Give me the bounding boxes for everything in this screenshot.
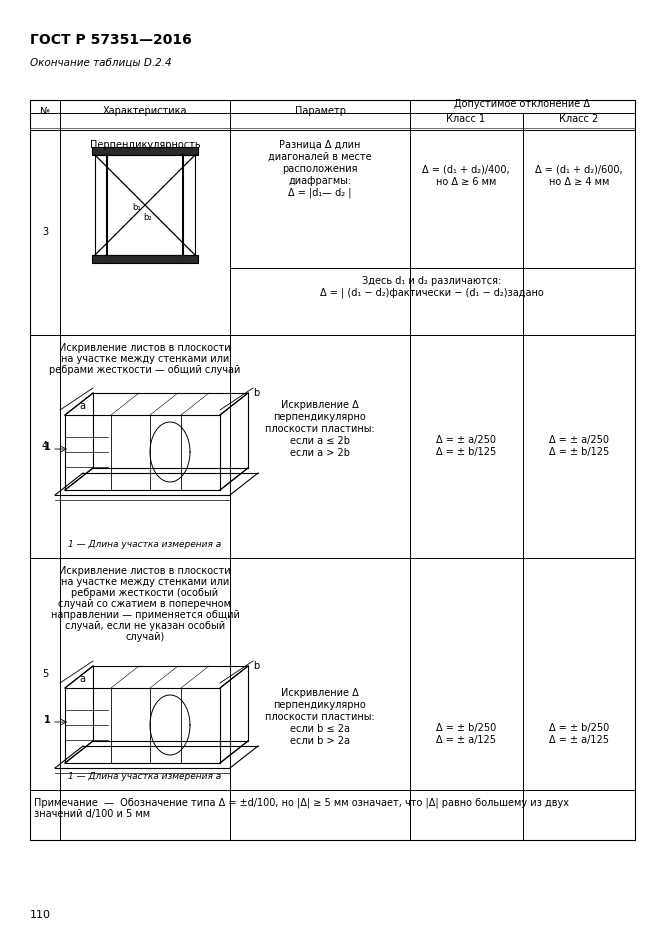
Text: №: № <box>40 106 50 116</box>
Text: Искривление Δ: Искривление Δ <box>281 400 359 410</box>
Text: но Δ ≥ 6 мм: но Δ ≥ 6 мм <box>436 177 496 187</box>
Text: 1 — Длина участка измерения a: 1 — Длина участка измерения a <box>68 772 221 781</box>
Text: Δ = ± a/125: Δ = ± a/125 <box>549 735 609 745</box>
Text: ГОСТ Р 57351—2016: ГОСТ Р 57351—2016 <box>30 33 192 47</box>
Text: случай, если не указан особый: случай, если не указан особый <box>65 621 225 631</box>
Text: если b ≤ 2a: если b ≤ 2a <box>290 724 350 734</box>
Text: 5: 5 <box>42 669 48 679</box>
Text: a: a <box>79 401 85 411</box>
Bar <box>30 100 635 840</box>
Text: диафрагмы:: диафрагмы: <box>288 176 352 186</box>
Text: Перпендикулярность: Перпендикулярность <box>90 140 200 150</box>
Text: диагоналей в месте: диагоналей в месте <box>268 152 371 162</box>
Text: Искривление Δ: Искривление Δ <box>281 688 359 698</box>
Text: 1: 1 <box>44 442 50 452</box>
Text: Здесь d₁ и d₂ различаются:: Здесь d₁ и d₂ различаются: <box>362 276 502 286</box>
Text: ребрами жесткости — общий случай: ребрами жесткости — общий случай <box>50 365 241 375</box>
Text: Окончание таблицы D.2.4: Окончание таблицы D.2.4 <box>30 58 172 68</box>
Text: значений d/100 и 5 мм: значений d/100 и 5 мм <box>34 809 150 819</box>
Text: 1: 1 <box>44 715 50 725</box>
Text: Δ = | (d₁ − d₂)фактически − (d₁ − d₂)задано: Δ = | (d₁ − d₂)фактически − (d₁ − d₂)зад… <box>320 288 544 298</box>
Text: перпендикулярно: перпендикулярно <box>274 412 366 422</box>
Text: Примечание  —  Обозначение типа Δ = ±d/100, но |Δ| ≥ 5 мм означает, что |Δ| равн: Примечание — Обозначение типа Δ = ±d/100… <box>34 798 569 809</box>
Text: b₁: b₁ <box>133 203 141 211</box>
Text: плоскости пластины:: плоскости пластины: <box>265 712 375 722</box>
Text: Δ = ± a/250: Δ = ± a/250 <box>436 435 496 445</box>
Text: Δ = ± b/125: Δ = ± b/125 <box>549 447 609 457</box>
Text: a: a <box>79 674 85 684</box>
Bar <box>92 255 198 263</box>
Text: b₂: b₂ <box>143 213 152 223</box>
Text: если a ≤ 2b: если a ≤ 2b <box>290 436 350 446</box>
Text: на участке между стенками или: на участке между стенками или <box>61 577 229 587</box>
Text: b: b <box>253 388 259 398</box>
Text: Δ = |d₁— d₂ |: Δ = |d₁— d₂ | <box>288 188 352 198</box>
Text: Характеристика: Характеристика <box>102 106 187 116</box>
Bar <box>92 147 198 155</box>
Text: Параметр: Параметр <box>295 106 346 116</box>
Text: 1 — Длина участка измерения a: 1 — Длина участка измерения a <box>68 540 221 549</box>
Text: Разница Δ длин: Разница Δ длин <box>280 140 361 150</box>
Text: Искривление листов в плоскости: Искривление листов в плоскости <box>59 566 231 576</box>
Text: но Δ ≥ 4 мм: но Δ ≥ 4 мм <box>549 177 609 187</box>
Text: Δ = ± a/250: Δ = ± a/250 <box>549 435 609 445</box>
Text: направлении — применяется общий: направлении — применяется общий <box>50 610 239 620</box>
Text: Искривление листов в плоскости: Искривление листов в плоскости <box>59 343 231 353</box>
Text: Δ = ± a/125: Δ = ± a/125 <box>436 735 496 745</box>
Text: Допустимое отклонение Δ: Допустимое отклонение Δ <box>454 99 590 109</box>
Text: Δ = (d₁ + d₂)/600,: Δ = (d₁ + d₂)/600, <box>535 165 623 175</box>
Text: на участке между стенками или: на участке между стенками или <box>61 354 229 364</box>
Text: Δ = (d₁ + d₂)/400,: Δ = (d₁ + d₂)/400, <box>422 165 510 175</box>
Text: 4: 4 <box>42 441 48 451</box>
Text: 110: 110 <box>30 910 51 920</box>
Text: если a > 2b: если a > 2b <box>290 448 350 458</box>
Text: случай со сжатием в поперечном: случай со сжатием в поперечном <box>59 599 231 609</box>
Text: 3: 3 <box>42 227 48 237</box>
Text: перпендикулярно: перпендикулярно <box>274 700 366 710</box>
Text: Δ = ± b/250: Δ = ± b/250 <box>549 723 609 733</box>
Text: Δ = ± b/250: Δ = ± b/250 <box>436 723 496 733</box>
Text: если b > 2a: если b > 2a <box>290 736 350 746</box>
Text: b: b <box>253 661 259 671</box>
Text: Класс 2: Класс 2 <box>559 114 599 124</box>
Text: расположения: расположения <box>282 164 358 174</box>
Text: случай): случай) <box>126 632 165 642</box>
Text: Δ = ± b/125: Δ = ± b/125 <box>436 447 496 457</box>
Text: плоскости пластины:: плоскости пластины: <box>265 424 375 434</box>
Text: ребрами жесткости (особый: ребрами жесткости (особый <box>71 588 219 598</box>
Text: Класс 1: Класс 1 <box>446 114 486 124</box>
